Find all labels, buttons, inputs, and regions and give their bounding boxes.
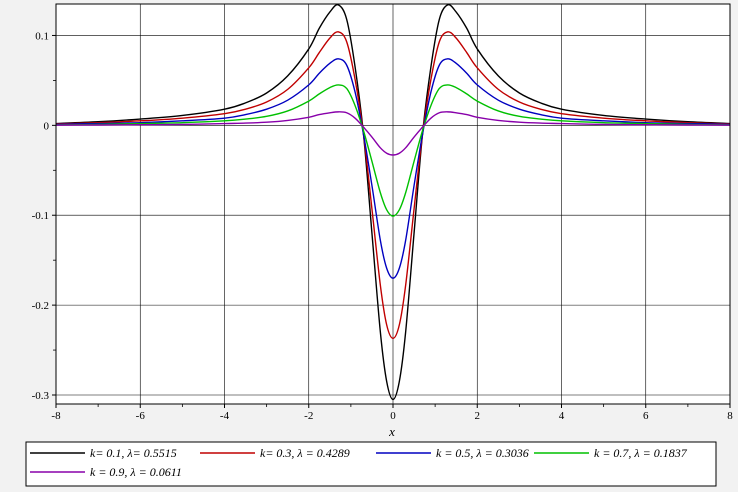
x-tick-label: -2 — [304, 410, 313, 422]
y-tick-label: 0.1 — [35, 30, 49, 42]
legend-label-5: k = 0.9, λ = 0.0611 — [90, 465, 182, 479]
x-tick-label: 6 — [643, 410, 649, 422]
legend-label-1: k= 0.1, λ= 0.5515 — [90, 446, 177, 460]
y-tick-label: 0 — [44, 120, 50, 132]
y-tick-label: -0.2 — [32, 300, 49, 312]
series-line-5 — [55, 111, 731, 156]
series-line-2 — [55, 31, 731, 340]
x-tick-label: 0 — [390, 410, 396, 422]
y-tick-label: -0.3 — [32, 390, 50, 402]
legend: k= 0.1, λ= 0.5515 k= 0.3, λ = 0.4289 k = 0… — [25, 441, 717, 487]
x-tick-label: -6 — [136, 410, 146, 422]
x-tick-label: 2 — [475, 410, 481, 422]
x-axis-label: x — [388, 424, 395, 439]
x-tick-label: -8 — [51, 410, 61, 422]
x-tick-label: 4 — [559, 410, 565, 422]
legend-label-4: k = 0.7, λ = 0.1837 — [594, 446, 688, 460]
series-line-4 — [55, 84, 731, 217]
legend-label-3: k = 0.5, λ = 0.3036 — [436, 446, 529, 460]
y-tick-label: -0.1 — [32, 210, 49, 222]
series-lines — [55, 4, 731, 401]
legend-label-2: k= 0.3, λ = 0.4289 — [260, 446, 350, 460]
x-tick-label: 8 — [727, 410, 733, 422]
legend-box — [25, 441, 717, 487]
series-line-1 — [55, 4, 731, 401]
series-line-3 — [55, 58, 731, 279]
axes: -8 -6 -4 -2 0 2 4 6 8 0.1 0 -0.1 -0.2 -0.3 — [32, 3, 733, 422]
x-tick-label: -4 — [220, 410, 230, 422]
